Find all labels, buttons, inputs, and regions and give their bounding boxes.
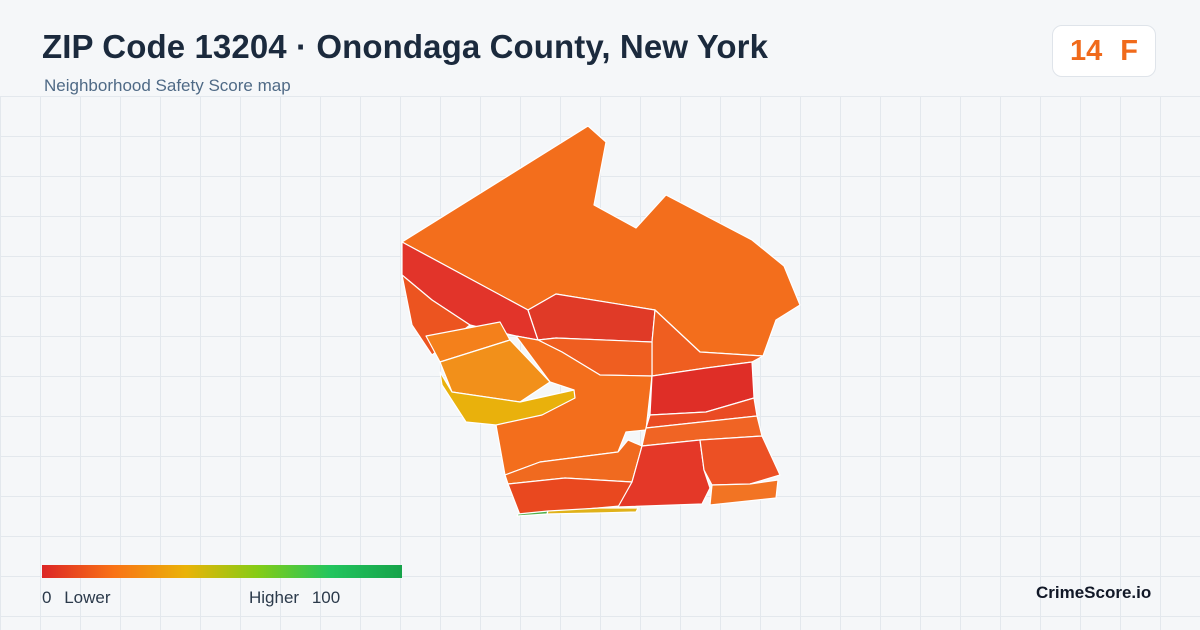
brand-logo-text[interactable]: CrimeScore.io: [1036, 583, 1152, 602]
map-region-south-east-bottom[interactable]: [709, 479, 779, 506]
map-region-west-yellow[interactable]: [439, 371, 576, 426]
map-region-southern-tip-yellow[interactable]: [546, 507, 639, 515]
legend-high-text: Higher: [249, 588, 300, 607]
legend-low-label: 0 Lower: [42, 588, 111, 608]
safety-score-color-scale: [42, 565, 402, 578]
page-subtitle: Neighborhood Safety Score map: [44, 76, 291, 95]
legend-low-text: Lower: [64, 588, 111, 607]
map-region-west-amber[interactable]: [439, 339, 551, 403]
safety-grade: F: [1120, 34, 1138, 67]
safety-score-value: 14: [1070, 34, 1103, 67]
map-region-south-east[interactable]: [699, 435, 781, 486]
map-region-east-band-1[interactable]: [645, 397, 758, 429]
legend-high-label: Higher 100: [249, 588, 340, 608]
safety-score-badge: 14 F: [1052, 25, 1156, 77]
legend-low-value: 0: [42, 588, 52, 607]
page-title: ZIP Code 13204 · Onondaga County, New Yo…: [42, 28, 769, 65]
legend-high-value: 100: [311, 588, 341, 607]
